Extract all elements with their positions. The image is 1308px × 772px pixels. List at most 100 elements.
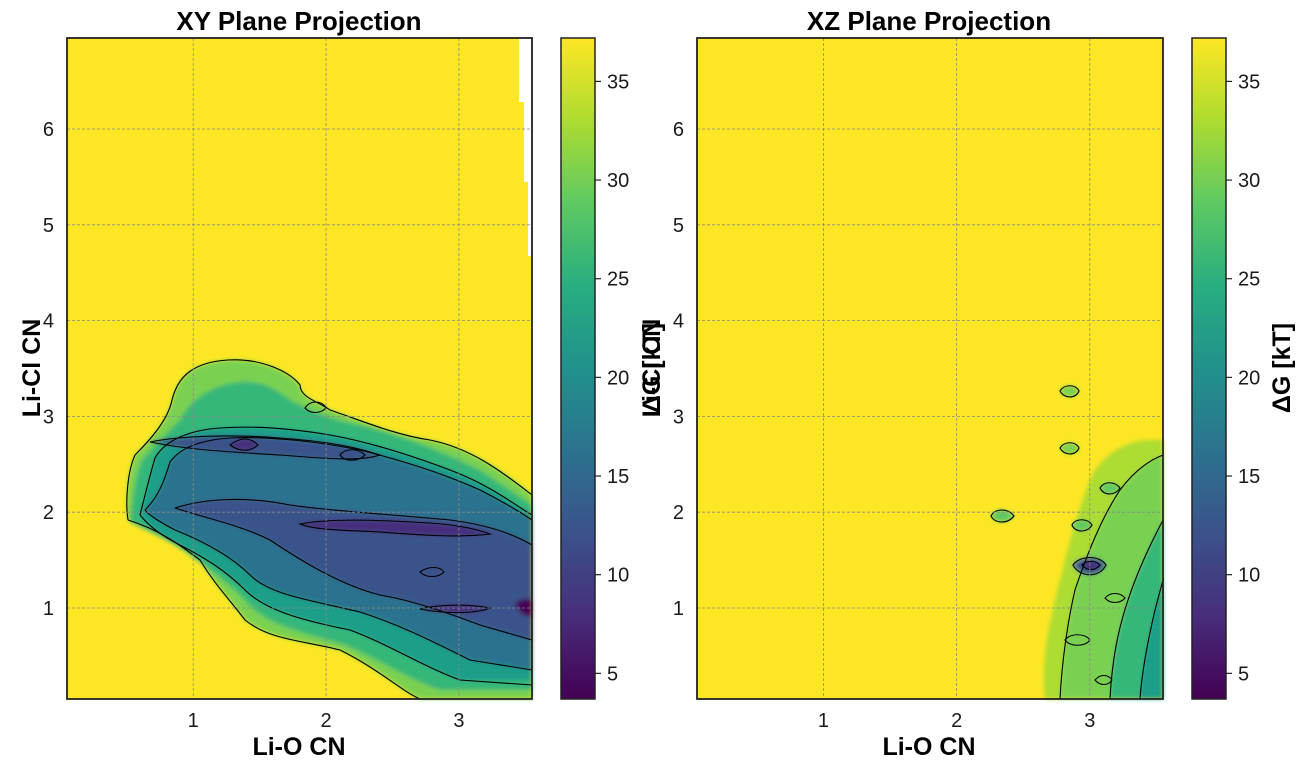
xy-colorbar-tick-label: 35 (607, 71, 629, 93)
xz-contour-6 (1072, 556, 1107, 576)
xz-contour-4 (1071, 519, 1093, 532)
xy-region-10c (340, 449, 365, 461)
xy-x-tick-label: 3 (453, 710, 464, 732)
xy-colorbar-tick-label: 20 (607, 367, 629, 389)
xy-panel: XY Plane Projection (18, 6, 666, 761)
xz-colorbar-ticks: 5 10 15 20 25 30 35 (1226, 71, 1260, 685)
xz-contours (990, 385, 1164, 700)
xz-contour-11 (1104, 592, 1126, 604)
xy-contour-min2 (339, 449, 366, 461)
xy-colorbar-tick-label: 5 (607, 663, 618, 685)
xy-contour-2-lower (139, 514, 533, 686)
xy-colorbar-gradient (560, 37, 596, 700)
xy-contour-island2 (419, 566, 445, 578)
xy-contour-min3 (298, 519, 493, 537)
xy-empty-strip-3 (528, 182, 532, 256)
xy-colorbar-label: ΔG [kT] (638, 323, 666, 413)
xz-plot-area (696, 37, 1164, 700)
xy-x-tick-label: 1 (188, 710, 199, 732)
xy-region-5a (230, 439, 258, 451)
xy-contour-min1 (229, 438, 259, 451)
xz-colorbar-tick-label: 30 (1238, 170, 1260, 192)
xz-x-axis-label: Li-O CN (882, 733, 975, 761)
xy-colorbar-tick-label: 25 (607, 269, 629, 291)
xy-contour-outer-lower (127, 519, 421, 700)
xz-colorbar-tick-label: 15 (1238, 466, 1260, 488)
xz-contour-9 (1109, 519, 1164, 700)
xy-contour-top (149, 435, 382, 460)
xz-island-5 (1100, 482, 1120, 494)
xy-plot-area (66, 37, 533, 700)
xy-colorbar-label-overlap: Li-Cl CN (638, 319, 666, 418)
xz-panel: XZ Plane Projection (673, 6, 1296, 761)
xz-x-ticks: 1 2 3 (818, 710, 1095, 732)
xz-colorbar-gradient (1191, 37, 1227, 700)
xz-contour-5 (1099, 482, 1121, 495)
xz-plot-frame (696, 37, 1164, 700)
xz-colorbar-tick-label: 5 (1238, 663, 1249, 685)
xy-x-tick-label: 2 (321, 710, 332, 732)
xy-contours (126, 359, 533, 700)
xy-contour-3-lower (144, 509, 533, 671)
xy-contour-2 (139, 426, 533, 516)
xz-x-tick-label: 1 (818, 710, 829, 732)
xz-contour-12 (1094, 674, 1113, 686)
xy-x-axis-label: Li-O CN (252, 733, 345, 761)
xy-x-ticks: 1 2 3 (188, 710, 465, 732)
xy-region-10b (150, 435, 380, 459)
xz-island-3 (991, 510, 1014, 522)
xy-y-tick-label: 4 (43, 311, 54, 333)
xz-title: XZ Plane Projection (807, 6, 1051, 36)
xz-contour-2 (1059, 442, 1080, 455)
xz-colorbar-tick-label: 20 (1238, 367, 1260, 389)
xz-x-tick-label: 2 (951, 710, 962, 732)
xz-y-tick-label: 2 (673, 502, 684, 524)
xz-y-tick-label: 1 (673, 598, 684, 620)
xz-colorbar-tick-label: 35 (1238, 71, 1260, 93)
xy-y-tick-label: 1 (43, 598, 54, 620)
xz-colorbar-label: ΔG [kT] (1268, 323, 1296, 413)
xz-y-tick-label: 3 (673, 406, 684, 428)
xy-y-tick-label: 2 (43, 502, 54, 524)
xz-colorbar: 5 10 15 20 25 30 35 ΔG [kT] (1191, 37, 1296, 700)
xz-contour-3 (990, 509, 1015, 523)
xy-contour-4-upper (174, 498, 533, 546)
xy-colorbar: 5 10 15 20 25 30 35 ΔG [kT] Li-Cl CN (560, 37, 666, 700)
xz-region-15 (1140, 580, 1163, 699)
xz-region-12 (1082, 561, 1100, 570)
xy-y-axis-label: Li-Cl CN (18, 319, 46, 418)
xz-x-tick-label: 3 (1084, 710, 1095, 732)
xy-contour-3 (144, 437, 533, 521)
xz-y-tick-label: 4 (673, 311, 684, 333)
xz-colorbar-tick-label: 25 (1238, 269, 1260, 291)
xz-island-2 (1060, 442, 1079, 454)
xz-grid (697, 38, 1163, 699)
xy-region-5c (420, 605, 490, 613)
xz-y-tick-label: 6 (673, 119, 684, 141)
xz-island-4 (1072, 519, 1092, 531)
xz-island-1 (1060, 385, 1079, 397)
xy-y-tick-label: 3 (43, 406, 54, 428)
xy-colorbar-tick-label: 15 (607, 466, 629, 488)
xy-grid (67, 38, 532, 699)
xz-y-ticks: 1 2 3 4 5 6 (673, 119, 684, 620)
xy-empty-strip-1 (519, 38, 532, 102)
xy-y-tick-label: 6 (43, 119, 54, 141)
xy-colorbar-tick-label: 10 (607, 565, 629, 587)
xy-plot-frame (66, 37, 533, 700)
xy-empty-strip-2 (524, 102, 532, 182)
xy-contour-outer (126, 359, 533, 521)
xz-contour-10 (1139, 579, 1164, 700)
xz-contour-1 (1059, 385, 1080, 398)
xz-contour-7 (1081, 560, 1101, 571)
xz-contour-8 (1059, 454, 1164, 700)
xz-y-tick-label: 5 (673, 215, 684, 237)
xy-y-tick-label: 5 (43, 215, 54, 237)
xy-region-5d (515, 598, 532, 617)
xy-y-ticks: 1 2 3 4 5 6 (43, 119, 54, 620)
xz-colorbar-tick-label: 10 (1238, 565, 1260, 587)
xy-title: XY Plane Projection (176, 6, 421, 36)
xy-colorbar-tick-label: 30 (607, 170, 629, 192)
xy-colorbar-ticks: 5 10 15 20 25 30 35 (595, 71, 629, 685)
